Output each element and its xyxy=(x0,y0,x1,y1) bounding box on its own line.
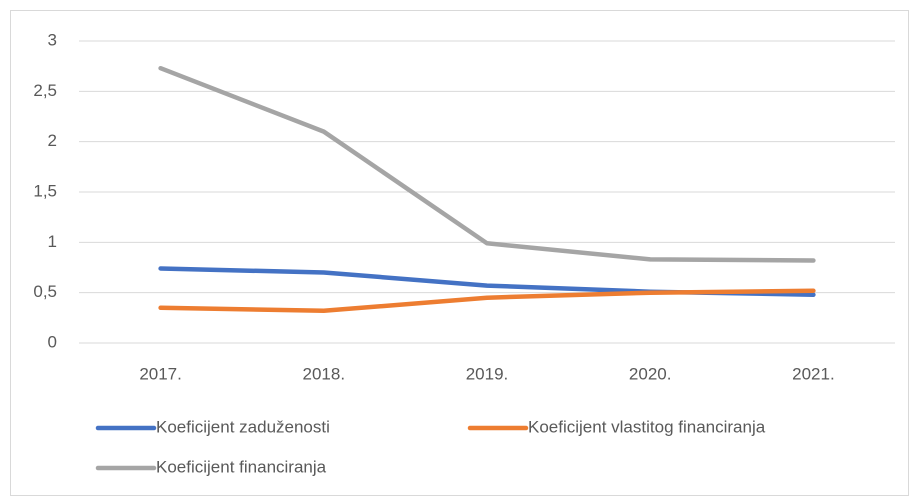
chart-border xyxy=(10,10,909,496)
legend-label: Koeficijent financiranja xyxy=(156,457,327,476)
legend-label: Koeficijent zaduženosti xyxy=(156,417,330,436)
y-tick-label: 3 xyxy=(48,30,57,49)
y-tick-label: 0 xyxy=(48,332,57,351)
x-tick-label: 2020. xyxy=(629,364,672,383)
series-line xyxy=(158,65,816,263)
x-tick-label: 2019. xyxy=(466,364,509,383)
x-tick-label: 2017. xyxy=(139,364,182,383)
y-tick-label: 0,5 xyxy=(33,282,57,301)
legend-label: Koeficijent vlastitog financiranja xyxy=(528,417,766,436)
y-tick-label: 1,5 xyxy=(33,181,57,200)
x-tick-label: 2018. xyxy=(303,364,346,383)
y-tick-label: 1 xyxy=(48,232,57,251)
y-tick-label: 2 xyxy=(48,131,57,150)
x-tick-label: 2021. xyxy=(792,364,835,383)
y-tick-label: 2,5 xyxy=(33,81,57,100)
series-line xyxy=(158,288,816,314)
